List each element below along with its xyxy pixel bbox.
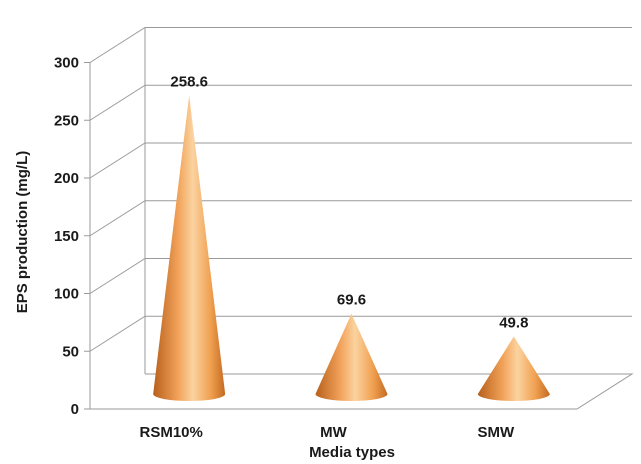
y-tick-label: 300 (54, 55, 79, 72)
gridline (89, 258, 632, 294)
cone-body (477, 336, 550, 401)
y-tick-label: 250 (54, 112, 79, 129)
y-tick-label: 150 (54, 228, 79, 245)
cone-body (153, 95, 226, 402)
cones (153, 95, 550, 402)
gridline (89, 142, 632, 179)
data-label: 69.6 (337, 292, 366, 309)
y-tick-label: 200 (54, 170, 79, 187)
cone-rsm10 (153, 95, 226, 402)
x-tick-label: MW (320, 424, 347, 441)
floor (90, 373, 634, 410)
gridlines (89, 27, 632, 352)
x-tick-label: RSM10% (139, 424, 202, 441)
gridline (89, 84, 632, 121)
gridline (89, 200, 632, 237)
y-tick-label: 0 (71, 401, 79, 418)
x-axis-ticks: RSM10% MW SMW (139, 424, 515, 441)
y-tick-label: 100 (54, 286, 79, 303)
cone-body (315, 313, 388, 402)
gridline (89, 27, 632, 63)
cone-mw (315, 313, 388, 402)
y-tick-label: 50 (62, 343, 79, 360)
y-axis-ticks: 0 50 100 150 200 250 300 (54, 55, 90, 418)
data-label: 49.8 (499, 314, 528, 331)
gridline (89, 315, 632, 352)
x-axis-title: Media types (309, 444, 395, 461)
cone-smw (477, 336, 550, 401)
data-label: 258.6 (170, 73, 208, 90)
y-axis-title: EPS production (mg/L) (14, 151, 31, 314)
x-tick-label: SMW (477, 424, 515, 441)
data-labels: 258.6 69.6 49.8 (170, 73, 528, 331)
